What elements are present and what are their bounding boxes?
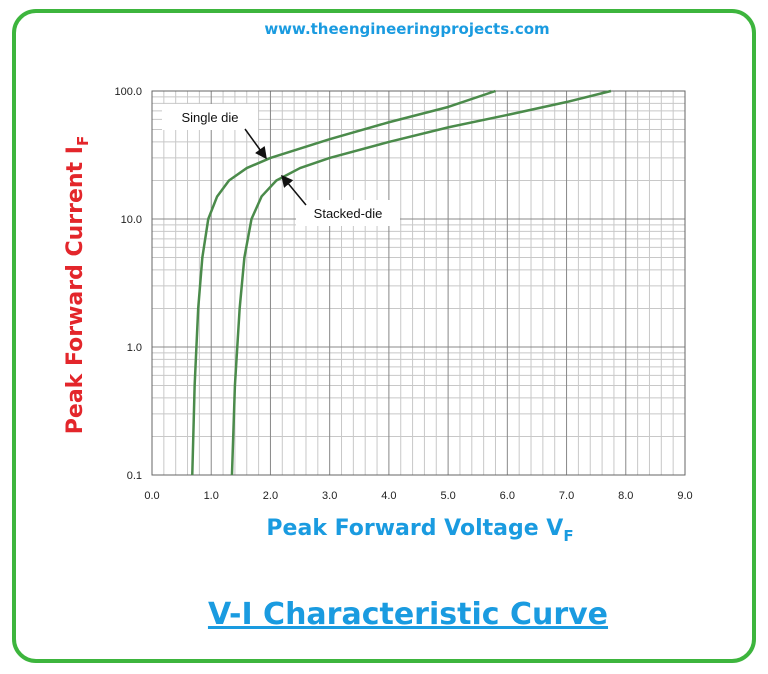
x-tick-label: 8.0	[618, 490, 633, 502]
x-tick-label: 1.0	[204, 490, 219, 502]
x-tick-label: 6.0	[500, 490, 515, 502]
x-label-text: Peak Forward Voltage V	[266, 516, 563, 541]
series-label: Stacked-die	[314, 206, 383, 221]
y-axis-label: Peak Forward Current IF	[63, 136, 92, 434]
x-tick-label: 2.0	[263, 490, 278, 502]
y-tick-label: 10.0	[121, 214, 142, 226]
series-line	[230, 89, 612, 476]
series-line	[191, 89, 496, 476]
y-tick-label: 0.1	[127, 470, 142, 482]
series-label: Single die	[181, 110, 238, 125]
x-tick-label: 4.0	[381, 490, 396, 502]
label-arrow	[244, 128, 267, 160]
x-tick-label: 9.0	[677, 490, 692, 502]
label-box	[162, 104, 258, 130]
site-url: www.theengineeringprojects.com	[264, 20, 549, 38]
label-box	[296, 200, 400, 226]
x-axis-label: Peak Forward Voltage VF	[266, 516, 573, 545]
caption: V-I Characteristic Curve	[208, 597, 608, 632]
x-label-sub: F	[563, 527, 573, 545]
y-tick-label: 100.0	[114, 86, 142, 98]
x-tick-label: 5.0	[440, 490, 455, 502]
plot: 0.0 1.0 2.0 3.0 4.0 5.0 6.0 7.0 8.0 9.0 0.1 1.0 10.0…	[114, 86, 692, 502]
x-tick-label: 3.0	[322, 490, 337, 502]
y-tick-label: 1.0	[127, 342, 142, 354]
plot-border	[151, 90, 686, 476]
x-tick-label: 7.0	[559, 490, 574, 502]
y-label-text: Peak Forward Current I	[63, 146, 88, 434]
plot-area	[152, 91, 685, 475]
x-tick-label: 0.0	[144, 490, 159, 502]
y-label-sub: F	[74, 136, 92, 146]
label-arrow	[281, 174, 307, 206]
